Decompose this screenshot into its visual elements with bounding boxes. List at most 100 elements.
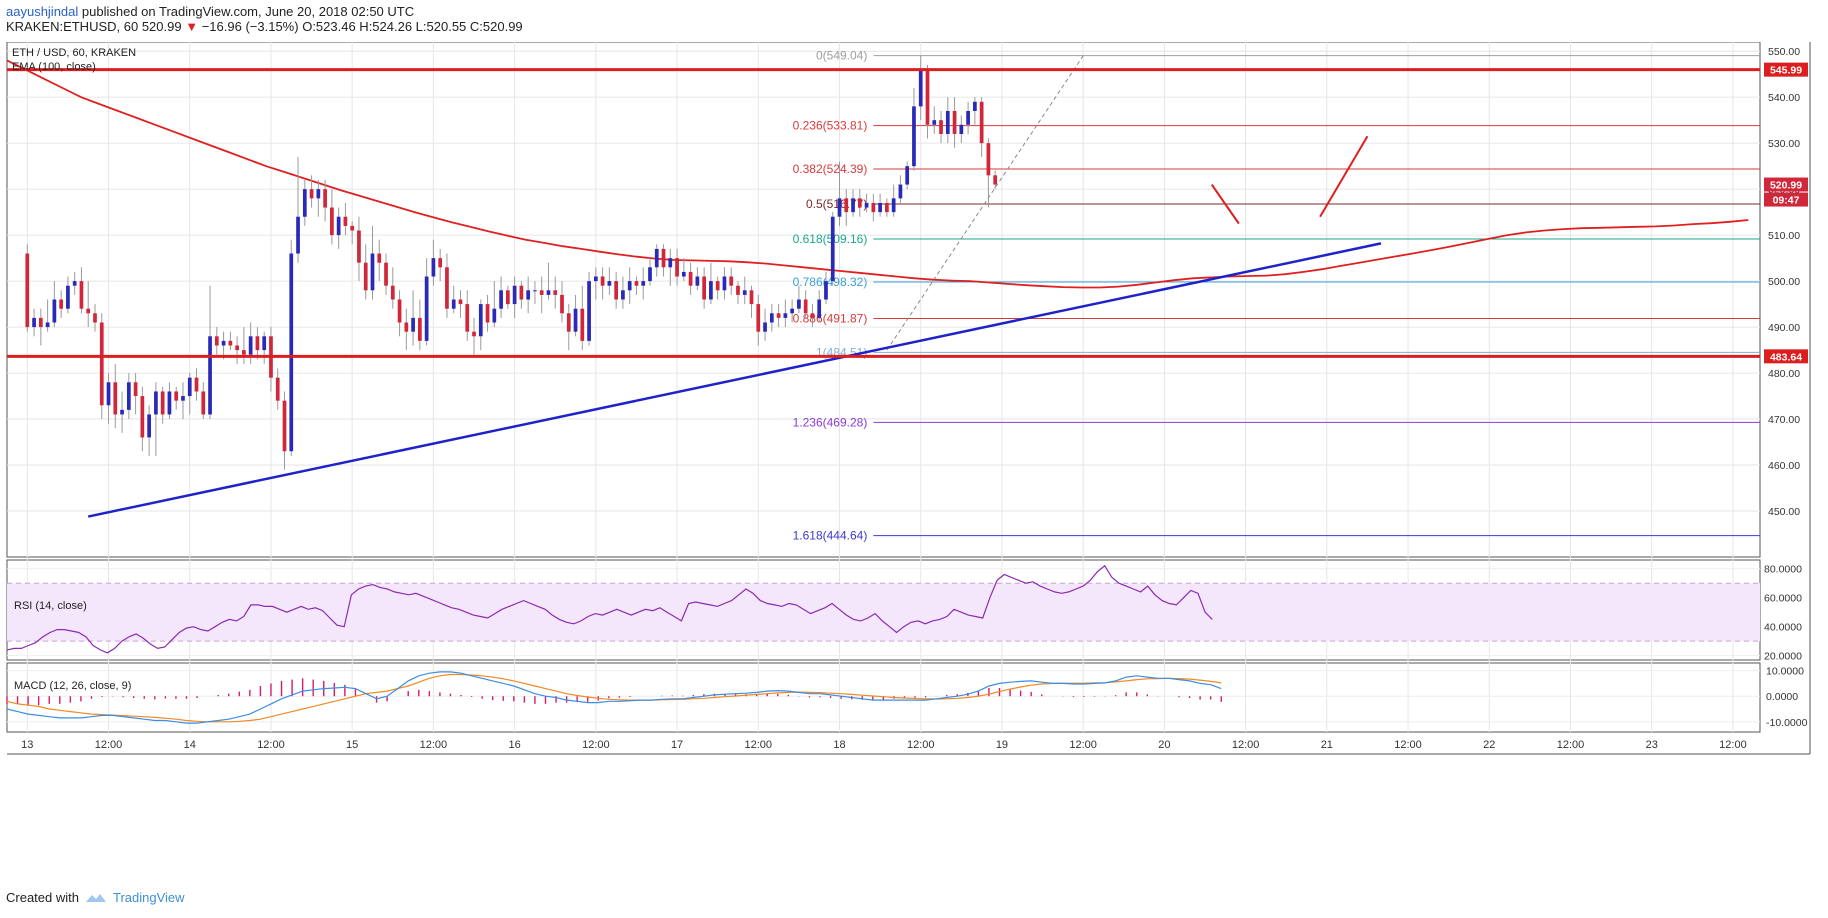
price-axis-label: 460.00: [1768, 460, 1800, 472]
candle-body: [323, 189, 327, 208]
candle: [492, 281, 497, 328]
candle: [830, 212, 835, 286]
candle: [458, 290, 463, 318]
candle: [790, 299, 794, 323]
chart-svg[interactable]: 0(549.04)0.236(533.81)0.382(524.39)0.5(5…: [0, 41, 1828, 880]
candle-body: [93, 313, 97, 323]
candle: [526, 276, 531, 314]
author-link[interactable]: aayushjindal: [6, 4, 79, 19]
time-axis-label: 12:00: [582, 739, 610, 751]
fib-level-label: 0.886(491.87): [793, 311, 868, 325]
candle-body: [492, 308, 497, 323]
candle: [350, 221, 355, 245]
price-axis-label: 450.00: [1768, 506, 1800, 518]
price-axis-label: 510.00: [1768, 230, 1800, 242]
candle-body: [275, 377, 280, 401]
candle-body: [404, 322, 409, 332]
time-axis-label: 12:00: [1069, 739, 1097, 751]
candle: [749, 285, 754, 318]
time-axis-label: 18: [833, 739, 845, 751]
fib-level-label: 0.382(524.39): [793, 162, 868, 176]
candle-body: [458, 299, 463, 305]
candle-body: [86, 308, 91, 314]
candle: [181, 382, 185, 420]
candle-body: [654, 248, 659, 268]
candle: [546, 262, 551, 300]
price-axis-label: 480.00: [1768, 368, 1800, 380]
candle-body: [749, 290, 754, 305]
candle-body: [817, 299, 822, 318]
candle: [824, 271, 828, 305]
candle-body: [133, 382, 138, 397]
candle: [966, 101, 970, 134]
candle-body: [756, 304, 761, 332]
rsi-axis-label: 80.0000: [1764, 564, 1802, 576]
candle: [262, 331, 267, 364]
candle: [519, 281, 524, 309]
candle-body: [729, 276, 734, 286]
candle: [776, 304, 781, 328]
chart-area[interactable]: 0(549.04) 0.236(533.81) 0.382(524.39) 0.5(5…: [0, 41, 1828, 880]
candle: [404, 308, 409, 351]
projection-down-line: [1210, 183, 1240, 225]
candle-body: [214, 336, 219, 346]
level-tag: [1764, 349, 1808, 364]
rsi-axis-label: 20.0000: [1764, 651, 1802, 663]
candle: [614, 271, 619, 309]
fib-level-label: 0.618(509.16): [793, 232, 868, 246]
candle: [857, 189, 862, 217]
symbol-line: KRAKEN:ETHUSD, 60: [6, 19, 139, 34]
candle-body: [221, 340, 226, 346]
candle-body: [255, 336, 260, 351]
candle-body: [763, 322, 767, 332]
candle-body: [621, 290, 625, 300]
time-axis-label: 21: [1321, 739, 1333, 751]
candle-body: [871, 202, 876, 213]
candle-body: [418, 317, 422, 341]
candle: [357, 216, 361, 282]
candle: [959, 115, 964, 144]
candle-body: [925, 69, 930, 125]
candle: [451, 285, 456, 314]
created-with-text: Created with: [6, 890, 79, 905]
candle: [898, 175, 903, 203]
candle-body: [106, 382, 111, 406]
candle-body: [526, 290, 531, 300]
candle: [140, 386, 145, 452]
tradingview-brand[interactable]: TradingView: [112, 890, 185, 905]
macd-axis-label: -10.0000: [1766, 717, 1808, 729]
candle-body: [154, 391, 158, 415]
candle: [330, 189, 334, 245]
fib-level-label: 0.236(533.81): [793, 119, 868, 133]
candle: [851, 189, 855, 217]
candle: [675, 248, 679, 286]
candle-body: [607, 281, 612, 286]
candle: [932, 106, 937, 134]
candle-body: [336, 216, 341, 236]
time-axis-label: 17: [671, 739, 683, 751]
time-axis-label: 13: [21, 739, 33, 751]
candle: [505, 285, 510, 309]
bullish-trend-line[interactable]: [87, 242, 1382, 518]
candle: [296, 156, 300, 263]
candle-body: [939, 120, 943, 134]
fib-level-label: 0.786(498.32): [793, 275, 868, 289]
candle: [688, 262, 693, 295]
candle: [803, 290, 808, 318]
candle-body: [140, 396, 145, 438]
candle-body: [411, 317, 415, 332]
macd-line: [6, 671, 1222, 724]
price-axis-label: 500.00: [1768, 276, 1800, 288]
candle: [269, 327, 273, 392]
candle: [255, 327, 260, 360]
price-axis-label: 550.00: [1768, 46, 1800, 58]
candle: [736, 281, 740, 305]
candle: [32, 308, 36, 337]
candle: [343, 202, 348, 236]
ohlc-values: O:523.46 H:524.26 L:520.55 C:520.99: [302, 19, 523, 34]
candle-body: [66, 285, 70, 309]
candle-body: [451, 299, 456, 309]
candle: [769, 304, 774, 332]
candle-body: [634, 281, 639, 286]
candle: [38, 308, 43, 346]
